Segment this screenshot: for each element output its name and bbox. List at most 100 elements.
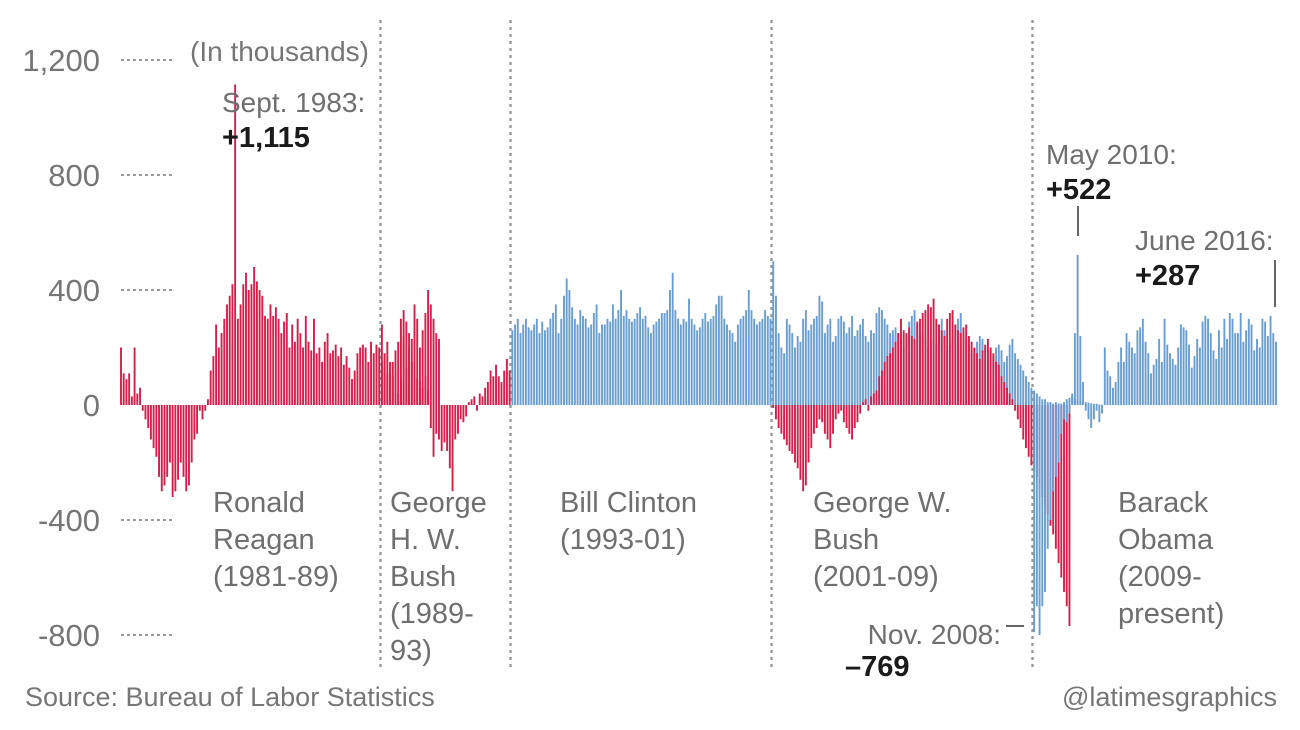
bar [429, 405, 432, 428]
bar [261, 295, 264, 405]
y-tick-label: -400 [38, 503, 100, 538]
bar [1171, 359, 1174, 405]
bar [628, 318, 631, 405]
bar [840, 315, 843, 406]
bar [837, 405, 840, 414]
bar [799, 405, 802, 480]
bar [416, 379, 419, 406]
bar [1092, 405, 1095, 420]
bar [742, 315, 745, 406]
bar [978, 359, 981, 405]
bar [1166, 344, 1169, 406]
bar [791, 333, 794, 406]
bar [1182, 327, 1185, 406]
bar [1041, 405, 1044, 607]
bar [772, 261, 775, 405]
bar [274, 307, 277, 405]
y-tick-label: 400 [48, 273, 100, 308]
bar [1057, 405, 1060, 463]
presidency-label-line: (2009- [1118, 561, 1202, 593]
bar [851, 405, 853, 440]
bar [293, 341, 296, 405]
bar [660, 313, 663, 405]
bar [1008, 344, 1011, 406]
bar [726, 324, 728, 405]
bar [280, 333, 283, 406]
bar [418, 347, 421, 405]
bar [1016, 405, 1019, 420]
bar [1003, 382, 1006, 405]
bar [1111, 387, 1114, 405]
bar [361, 344, 364, 406]
bar [688, 298, 690, 406]
bar [429, 304, 432, 406]
bar [239, 304, 242, 406]
bar [799, 341, 802, 405]
y-axis: 1,200 800 400 0 -400 -800 [22, 43, 100, 653]
bar [486, 382, 489, 405]
bar [630, 321, 633, 406]
bar [1063, 402, 1065, 406]
bar [647, 327, 650, 406]
bar [313, 318, 315, 405]
y-tick-label: 0 [83, 388, 100, 423]
bar [1269, 315, 1272, 406]
bar [413, 304, 416, 406]
bar [682, 318, 685, 405]
bar [818, 405, 821, 420]
bar [1008, 393, 1011, 405]
bar [810, 405, 813, 449]
bar [644, 315, 647, 406]
bar [557, 333, 560, 406]
bar [1030, 387, 1033, 405]
bar [179, 405, 182, 463]
presidency-label-line: (2001-09) [813, 561, 939, 593]
bar [356, 353, 359, 405]
bar [296, 318, 299, 405]
bar [125, 379, 128, 406]
presidency-label: George W. Bush (2001-09) [813, 487, 952, 593]
bar [253, 267, 256, 405]
bar [1044, 405, 1046, 592]
bar [845, 405, 848, 428]
bar [133, 347, 136, 405]
bar [1049, 405, 1052, 520]
bar [620, 290, 622, 405]
bar [541, 321, 544, 406]
bar [929, 307, 932, 405]
bar [976, 353, 979, 405]
bar [677, 318, 680, 405]
bar [1087, 402, 1090, 405]
bar [636, 313, 639, 405]
bar [777, 405, 780, 428]
bar [785, 318, 788, 405]
bar [364, 347, 367, 405]
bar [1006, 387, 1008, 405]
presidency-label-line: (1993-01) [560, 524, 686, 556]
bar [870, 330, 873, 405]
presidency-label-line: H. W. [390, 524, 461, 556]
bar [1242, 341, 1245, 405]
bar [552, 313, 555, 405]
bar [1139, 327, 1142, 406]
bar [970, 341, 973, 405]
credit: @latimesgraphics [1062, 682, 1277, 712]
bar [652, 324, 655, 405]
bar [813, 405, 815, 434]
bar [397, 393, 400, 405]
bar [851, 315, 853, 406]
bar [755, 324, 758, 405]
bar [927, 304, 930, 406]
bar [359, 347, 362, 405]
bar [1006, 356, 1008, 406]
bar [611, 304, 614, 406]
bar [1025, 376, 1027, 405]
bar [1185, 330, 1188, 405]
bar [1049, 402, 1052, 406]
bar [938, 324, 940, 405]
bar [1101, 405, 1104, 414]
bar [427, 390, 430, 406]
bar [992, 353, 995, 405]
bar [497, 376, 500, 405]
bar [288, 347, 291, 405]
